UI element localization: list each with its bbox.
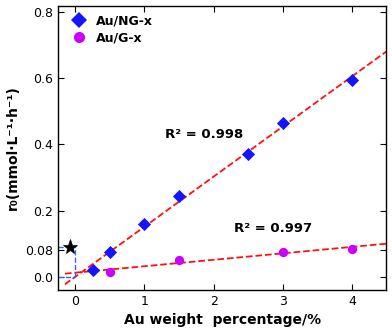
Point: [279, 249, 286, 255]
X-axis label: Au weight  percentage/%: Au weight percentage/%: [123, 313, 321, 327]
Text: R² = 0.998: R² = 0.998: [165, 128, 243, 141]
Point: [107, 269, 113, 274]
Legend: Au/NG-x, Au/G-x: Au/NG-x, Au/G-x: [64, 12, 155, 47]
Point: [89, 267, 96, 273]
Point: [349, 77, 355, 83]
Point: [107, 249, 113, 255]
Point: [141, 221, 147, 226]
Y-axis label: r₀(mmol·L⁻¹·h⁻¹): r₀(mmol·L⁻¹·h⁻¹): [5, 85, 20, 210]
Point: [176, 258, 182, 263]
Point: [349, 246, 355, 251]
Point: [279, 120, 286, 126]
Point: [176, 193, 182, 198]
Point: [245, 152, 251, 157]
Text: R² = 0.997: R² = 0.997: [234, 222, 312, 235]
